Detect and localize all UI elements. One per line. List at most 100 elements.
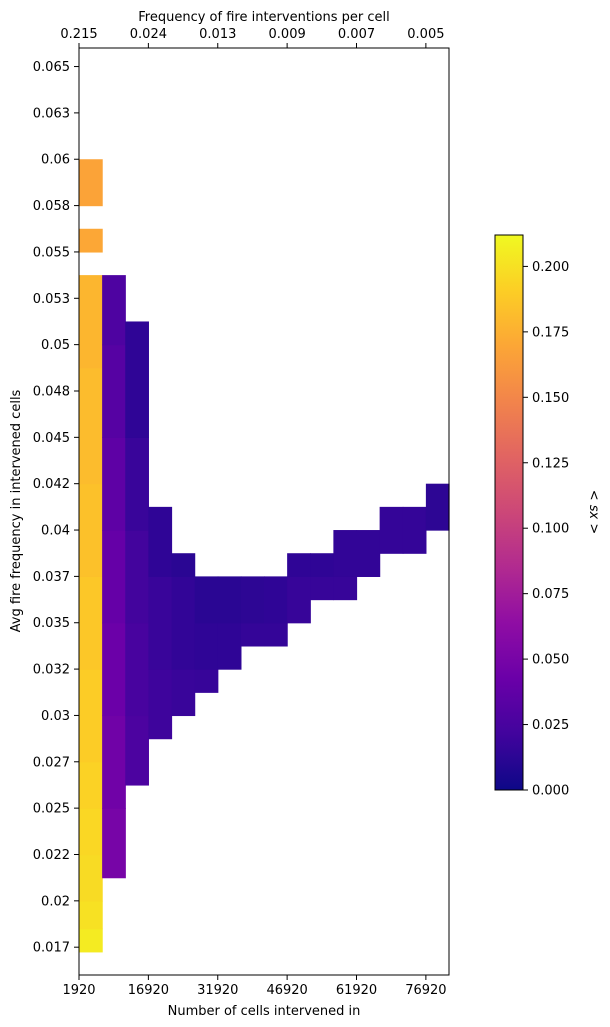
heatmap-cell — [333, 576, 358, 601]
heatmap-cell — [148, 506, 173, 577]
heatmap-cell — [125, 321, 149, 438]
heatmap-cell — [240, 576, 265, 624]
y-tick-label: 0.058 — [33, 199, 70, 214]
colorbar-tick-label: 0.125 — [532, 456, 569, 471]
heatmap-cell — [148, 669, 173, 740]
colorbar-tick-label: 0.200 — [532, 260, 569, 275]
heatmap-cell — [379, 506, 404, 554]
x-tick-label: 46920 — [266, 983, 307, 998]
heatmap-cell — [356, 530, 381, 577]
top-axis-ticks: 0.215 0.024 0.013 0.009 0.007 0.005 — [60, 27, 444, 48]
heatmap-cell — [125, 715, 149, 786]
colorbar-ticks: 0.000 0.025 0.050 0.075 0.100 0.125 0.150 0.175… — [523, 260, 569, 799]
heatmap-cell — [194, 622, 219, 670]
top-tick-label: 0.009 — [269, 27, 306, 42]
y-tick-label: 0.05 — [41, 338, 70, 353]
heatmap-cell — [102, 275, 126, 346]
top-tick-label: 0.024 — [130, 27, 167, 42]
heatmap-cell — [217, 576, 242, 624]
heatmap-cell — [79, 669, 103, 763]
heatmap-cell — [102, 344, 126, 438]
y-tick-label: 0.045 — [33, 431, 70, 446]
heatmap-cell — [79, 854, 103, 902]
x-tick-label: 31920 — [197, 983, 238, 998]
colorbar-tick-label: 0.025 — [532, 718, 569, 733]
y-tick-label: 0.04 — [41, 524, 70, 539]
heatmap-cell — [102, 808, 126, 879]
heatmap-cell — [171, 576, 196, 670]
colorbar-tick-label: 0.150 — [532, 391, 569, 406]
heatmap-cell — [287, 576, 311, 624]
heatmap-cell — [79, 228, 103, 253]
heatmap-cell — [148, 576, 173, 670]
heatmap-cell — [194, 576, 219, 624]
x-tick-label: 1920 — [62, 983, 95, 998]
colorbar-tick-label: 0.050 — [532, 653, 569, 668]
y-tick-label: 0.032 — [33, 663, 70, 678]
top-tick-label: 0.007 — [338, 27, 375, 42]
heatmap-cell — [264, 622, 288, 647]
heatmap-cell — [217, 622, 242, 670]
y-tick-label: 0.017 — [33, 941, 70, 956]
heatmap-cell — [425, 483, 450, 531]
colorbar — [494, 234, 524, 791]
heatmap-cells — [79, 159, 450, 953]
colorbar-tick-label: 0.075 — [532, 587, 569, 602]
heatmap-cell — [79, 928, 103, 953]
y-tick-label: 0.055 — [33, 245, 70, 260]
x-tick-label: 61920 — [336, 983, 377, 998]
top-axis-title: Frequency of fire interventions per cell — [138, 10, 389, 25]
y-axis-title: Avg fire frequency in intervened cells — [9, 389, 24, 632]
heatmap-cell — [102, 715, 126, 809]
heatmap-cell — [310, 576, 334, 601]
heatmap-cell — [194, 669, 219, 693]
heatmap-cell — [79, 483, 103, 577]
heatmap-cell — [333, 530, 358, 577]
y-tick-label: 0.048 — [33, 384, 70, 399]
x-axis-ticks: 1920 16920 31920 46920 61920 76920 — [62, 975, 447, 998]
y-tick-label: 0.065 — [33, 60, 70, 75]
heatmap-cell — [171, 553, 196, 577]
heatmap-cell — [287, 553, 311, 577]
heatmap-cell — [102, 437, 126, 531]
colorbar-tick-label: 0.000 — [532, 784, 569, 799]
heatmap-cell — [79, 159, 103, 207]
heatmap-cell — [79, 275, 103, 369]
y-tick-label: 0.022 — [33, 848, 70, 863]
top-tick-label: 0.215 — [60, 27, 97, 42]
colorbar-tick-label: 0.175 — [532, 325, 569, 340]
colorbar-label: < sx > — [586, 490, 601, 535]
y-tick-label: 0.042 — [33, 477, 70, 492]
y-tick-label: 0.053 — [33, 292, 70, 307]
heatmap-cell — [125, 437, 149, 531]
y-tick-label: 0.063 — [33, 106, 70, 121]
x-tick-label: 76920 — [405, 983, 446, 998]
heatmap-cell — [264, 576, 288, 624]
heatmap-cell — [79, 576, 103, 670]
heatmap-cell — [402, 506, 427, 554]
top-tick-label: 0.013 — [199, 27, 236, 42]
y-tick-label: 0.03 — [41, 709, 70, 724]
heatmap-cell — [79, 761, 103, 809]
y-tick-label: 0.025 — [33, 802, 70, 817]
y-tick-label: 0.02 — [41, 894, 70, 909]
x-axis-title: Number of cells intervened in — [168, 1004, 361, 1019]
heatmap-cell — [125, 530, 149, 624]
y-tick-label: 0.06 — [41, 153, 70, 168]
heatmap-cell — [79, 808, 103, 856]
heatmap-cell — [240, 622, 265, 647]
plot-frame — [78, 47, 450, 976]
heatmap-cell — [79, 900, 103, 930]
heatmap-cell — [79, 367, 103, 485]
y-tick-label: 0.035 — [33, 616, 70, 631]
heatmap-cell — [171, 669, 196, 717]
colorbar-tick-label: 0.100 — [532, 522, 569, 537]
heatmap-cell — [102, 622, 126, 717]
x-tick-label: 16920 — [128, 983, 169, 998]
y-tick-label: 0.027 — [33, 755, 70, 770]
y-tick-label: 0.037 — [33, 570, 70, 585]
top-tick-label: 0.005 — [407, 27, 444, 42]
y-axis-ticks: 0.017 0.02 0.022 0.025 0.027 0.03 0.032 0.035 0.… — [33, 60, 79, 956]
heatmap-cell — [310, 553, 334, 577]
